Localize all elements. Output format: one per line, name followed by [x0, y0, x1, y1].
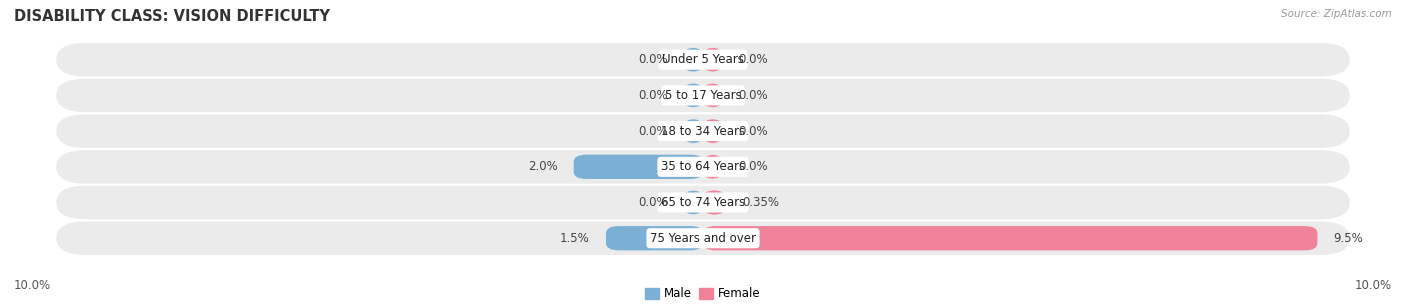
Text: 9.5%: 9.5%: [1333, 232, 1364, 245]
FancyBboxPatch shape: [703, 226, 1317, 250]
FancyBboxPatch shape: [56, 79, 1350, 112]
FancyBboxPatch shape: [703, 155, 723, 179]
Text: Under 5 Years: Under 5 Years: [662, 53, 744, 66]
Text: 0.0%: 0.0%: [738, 160, 768, 173]
FancyBboxPatch shape: [683, 119, 703, 143]
Text: 75 Years and over: 75 Years and over: [650, 232, 756, 245]
Text: 0.35%: 0.35%: [742, 196, 779, 209]
Text: 0.0%: 0.0%: [638, 89, 668, 102]
Text: 0.0%: 0.0%: [738, 89, 768, 102]
FancyBboxPatch shape: [703, 83, 723, 108]
Text: 10.0%: 10.0%: [14, 279, 51, 292]
FancyBboxPatch shape: [56, 150, 1350, 184]
Text: 0.0%: 0.0%: [638, 125, 668, 138]
FancyBboxPatch shape: [703, 119, 723, 143]
Text: 35 to 64 Years: 35 to 64 Years: [661, 160, 745, 173]
Text: 1.5%: 1.5%: [560, 232, 591, 245]
Text: 0.0%: 0.0%: [738, 125, 768, 138]
Text: 0.0%: 0.0%: [638, 196, 668, 209]
Text: 0.0%: 0.0%: [738, 53, 768, 66]
FancyBboxPatch shape: [56, 43, 1350, 77]
FancyBboxPatch shape: [683, 47, 703, 72]
FancyBboxPatch shape: [683, 83, 703, 108]
Text: 18 to 34 Years: 18 to 34 Years: [661, 125, 745, 138]
FancyBboxPatch shape: [56, 221, 1350, 255]
FancyBboxPatch shape: [703, 47, 723, 72]
FancyBboxPatch shape: [574, 155, 703, 179]
FancyBboxPatch shape: [56, 114, 1350, 148]
Legend: Male, Female: Male, Female: [641, 283, 765, 304]
Text: 65 to 74 Years: 65 to 74 Years: [661, 196, 745, 209]
Text: Source: ZipAtlas.com: Source: ZipAtlas.com: [1281, 9, 1392, 19]
FancyBboxPatch shape: [56, 186, 1350, 219]
Text: 5 to 17 Years: 5 to 17 Years: [665, 89, 741, 102]
FancyBboxPatch shape: [703, 190, 725, 215]
FancyBboxPatch shape: [683, 190, 703, 215]
Text: 0.0%: 0.0%: [638, 53, 668, 66]
Text: 10.0%: 10.0%: [1355, 279, 1392, 292]
FancyBboxPatch shape: [606, 226, 703, 250]
Text: 2.0%: 2.0%: [527, 160, 558, 173]
Text: DISABILITY CLASS: VISION DIFFICULTY: DISABILITY CLASS: VISION DIFFICULTY: [14, 9, 330, 24]
